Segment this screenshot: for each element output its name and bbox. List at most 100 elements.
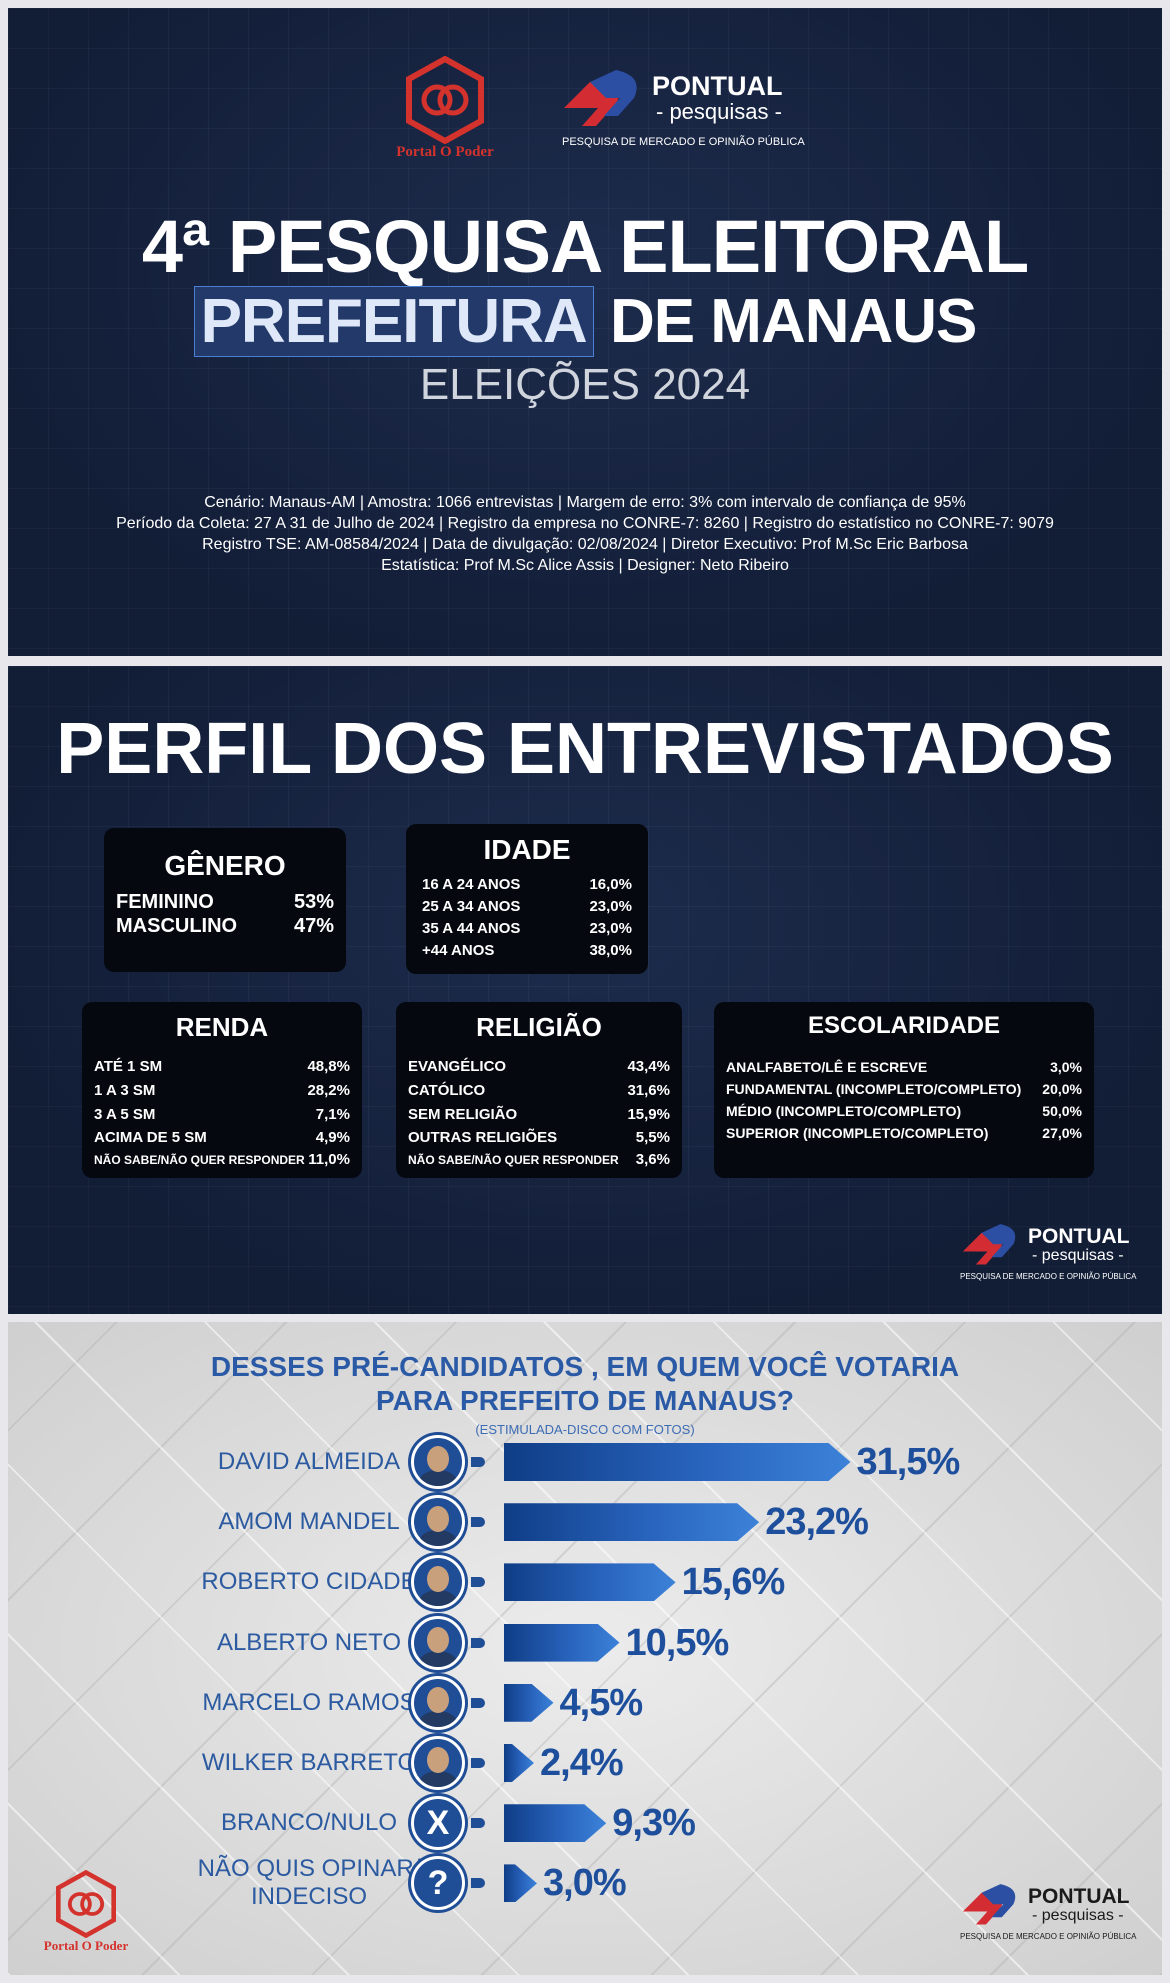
candidate-label: AMOM MANDEL: [218, 1508, 400, 1536]
renda-row: ACIMA DE 5 SM 4,9%: [94, 1129, 350, 1146]
religiao-row: OUTRAS RELIGIÕES 5,5%: [408, 1129, 670, 1146]
cover-title-line2: PREFEITURA DE MANAUS: [8, 286, 1162, 357]
avatar-connector: [471, 1517, 485, 1528]
pontual-sub: - pesquisas -: [656, 99, 782, 125]
vote-bar: [504, 1624, 620, 1662]
vote-percentage: 31,5%: [856, 1441, 961, 1483]
avatar-connector: [471, 1878, 485, 1889]
vote-bar: [504, 1503, 759, 1541]
option-icon: X: [411, 1796, 465, 1851]
pontual-tagline: PESQUISA DE MERCADO E OPINIÃO PÚBLICA: [562, 136, 805, 148]
pontual-word: PONTUAL: [1028, 1884, 1130, 1908]
genero-row: FEMININO 53%: [116, 891, 334, 913]
vote-percentage: 2,4%: [540, 1742, 624, 1784]
perfil-title: PERFIL DOS ENTREVISTADOS: [56, 709, 1114, 789]
vote-bar: [504, 1443, 851, 1481]
pontual-tagline: PESQUISA DE MERCADO E OPINIÃO PÚBLICA: [960, 1932, 1137, 1941]
vote-bar: [504, 1744, 534, 1782]
pontual-tagline: PESQUISA DE MERCADO E OPINIÃO PÚBLICA: [960, 1272, 1137, 1281]
pontual-dp-icon: [962, 1224, 1016, 1265]
vote-percentage: 9,3%: [612, 1802, 696, 1845]
pontual-logo: PONTUAL - pesquisas - PESQUISA DE MERCAD…: [560, 68, 805, 148]
portal-o-poder-logo: Portal O Poder: [380, 56, 510, 161]
meta-line: Período da Coleta: 27 A 31 de Julho de 2…: [116, 515, 1054, 532]
poll-panel: DESSES PRÉ-CANDIDATOS , EM QUEM VOCÊ VOT…: [8, 1322, 1162, 1975]
vote-bar: [504, 1684, 554, 1722]
religiao-row: NÃO SABE/NÃO QUER RESPONDER 3,6%: [408, 1151, 670, 1168]
religiao-box: RELIGIÃO EVANGÉLICO 43,4% CATÓLICO 31,6% S…: [396, 1002, 682, 1178]
renda-row: NÃO SABE/NÃO QUER RESPONDER 11,0%: [94, 1151, 350, 1168]
escolaridade-title: ESCOLARIDADE: [807, 1012, 1000, 1039]
renda-row: 1 A 3 SM 28,2%: [94, 1082, 350, 1099]
vote-bar: [504, 1804, 606, 1842]
poll-question-line1: DESSES PRÉ-CANDIDATOS , EM QUEM VOCÊ VOT…: [210, 1351, 960, 1382]
escolaridade-row: SUPERIOR (INCOMPLETO/COMPLETO) 27,0%: [726, 1125, 1082, 1141]
escolaridade-row: MÉDIO (INCOMPLETO/COMPLETO) 50,0%: [726, 1103, 1082, 1119]
cover-title-rest: DE MANAUS: [609, 287, 977, 356]
cover-title-highlight: PREFEITURA: [193, 286, 594, 357]
avatar-connector: [471, 1457, 485, 1467]
genero-row: MASCULINO 47%: [116, 915, 334, 937]
avatar-connector: [471, 1577, 485, 1588]
pontual-logo: PONTUAL - pesquisas - PESQUISA DE MERCAD…: [960, 1222, 1137, 1281]
vote-percentage: 4,5%: [559, 1681, 644, 1724]
candidate-avatar: [411, 1555, 465, 1610]
escolaridade-box: ESCOLARIDADE ANALFABETO/LÊ E ESCREVE 3,0%…: [714, 1002, 1094, 1178]
idade-row: 16 A 24 ANOS 16,0%: [422, 876, 632, 893]
vote-percentage: 3,0%: [543, 1862, 627, 1905]
pontual-sub: - pesquisas -: [1032, 1246, 1124, 1264]
vote-percentage: 10,5%: [625, 1621, 730, 1664]
option-icon: ?: [411, 1856, 465, 1911]
cover-panel: Portal O Poder PONTUAL - pesquisas - PES…: [8, 8, 1162, 656]
meta-line: Cenário: Manaus-AM | Amostra: 1066 entre…: [204, 494, 966, 511]
religiao-row: EVANGÉLICO 43,4%: [408, 1058, 670, 1075]
portal-o-poder-caption: Portal O Poder: [43, 1938, 129, 1953]
candidate-avatar: [411, 1615, 465, 1670]
genero-box: GÊNERO FEMININO 53% MASCULINO 47%: [104, 828, 346, 972]
escolaridade-row: FUNDAMENTAL (INCOMPLETO/COMPLETO) 20,0%: [726, 1081, 1082, 1097]
meta-line: Registro TSE: AM-08584/2024 | Data de di…: [202, 536, 968, 553]
escolaridade-row: ANALFABETO/LÊ E ESCREVE 3,0%: [726, 1059, 1082, 1075]
pontual-logo: PONTUAL - pesquisas - PESQUISA DE MERCAD…: [960, 1882, 1137, 1941]
pontual-word: PONTUAL: [1028, 1224, 1130, 1248]
pontual-sub: - pesquisas -: [1032, 1906, 1124, 1924]
portal-o-poder-logo: Portal O Poder: [30, 1870, 142, 1954]
candidate-label: WILKER BARRETO: [201, 1749, 417, 1776]
idade-row: 35 A 44 ANOS 23,0%: [422, 920, 632, 937]
option-symbol: ?: [427, 1863, 449, 1902]
idade-row: 25 A 34 ANOS 23,0%: [422, 898, 632, 915]
cover-title-line3: ELEIÇÕES 2024: [419, 360, 751, 409]
candidate-avatar: [411, 1495, 465, 1550]
portal-o-poder-hex-icon: [56, 1870, 116, 1938]
renda-row: 3 A 5 SM 7,1%: [94, 1106, 350, 1123]
renda-title: RENDA: [175, 1012, 269, 1042]
meta-line: Estatística: Prof M.Sc Alice Assis | Des…: [381, 557, 789, 574]
idade-box: IDADE 16 A 24 ANOS 16,0% 25 A 34 ANOS 23,0…: [406, 824, 648, 974]
avatar-connector: [471, 1758, 485, 1768]
avatar-connector: [471, 1697, 485, 1708]
pontual-dp-icon: [564, 70, 637, 126]
candidate-label: BRANCO/NULO: [220, 1809, 398, 1837]
candidate-label: MARCELO RAMOS: [202, 1688, 416, 1716]
religiao-title: RELIGIÃO: [476, 1012, 602, 1042]
portal-o-poder-caption: Portal O Poder: [396, 144, 494, 160]
poll-question: DESSES PRÉ-CANDIDATOS , EM QUEM VOCÊ VOT…: [8, 1350, 1162, 1418]
avatar-connector: [471, 1637, 485, 1648]
candidate-label: ROBERTO CIDADE: [201, 1568, 417, 1596]
avatar-connector: [471, 1818, 485, 1829]
poll-subtitle: (ESTIMULADA-DISCO COM FOTOS): [475, 1422, 695, 1437]
vote-percentage: 23,2%: [765, 1501, 869, 1544]
option-symbol: X: [426, 1803, 450, 1842]
vote-percentage: 15,6%: [681, 1561, 786, 1604]
religiao-row: SEM RELIGIÃO 15,9%: [408, 1106, 670, 1123]
pontual-dp-icon: [962, 1884, 1016, 1925]
renda-row: ATÉ 1 SM 48,8%: [94, 1058, 350, 1075]
pontual-word: PONTUAL: [652, 71, 783, 102]
religiao-row: CATÓLICO 31,6%: [408, 1082, 670, 1099]
renda-box: RENDA ATÉ 1 SM 48,8% 1 A 3 SM 28,2% 3 A 5 …: [82, 1002, 362, 1178]
genero-title: GÊNERO: [164, 850, 286, 881]
poll-question-line2: PARA PREFEITO DE MANAUS?: [376, 1385, 794, 1416]
vote-bar: [504, 1563, 676, 1601]
candidate-label: DAVID ALMEIDA: [217, 1448, 401, 1475]
cover-metadata: Cenário: Manaus-AM | Amostra: 1066 entre…: [8, 492, 1162, 576]
